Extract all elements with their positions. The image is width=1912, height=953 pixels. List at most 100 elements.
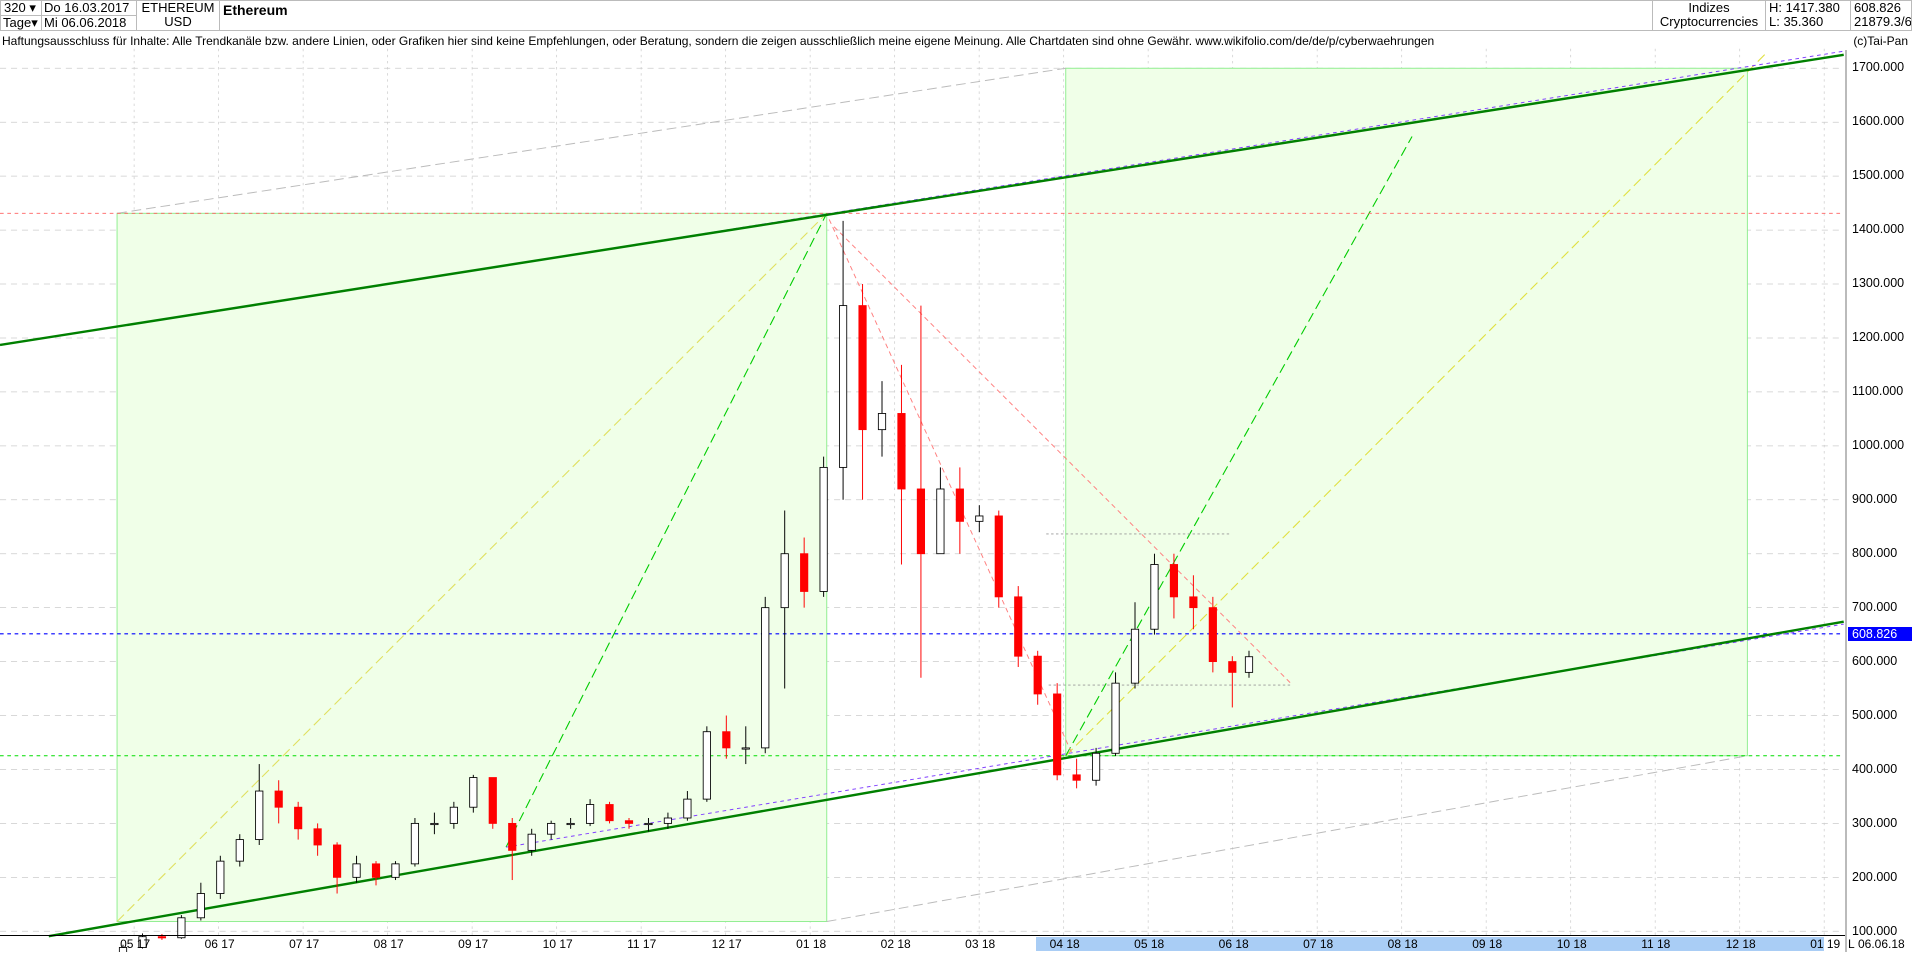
candle (527, 828, 536, 856)
candle-body (1072, 774, 1081, 781)
x-tick-label: 01 19 (1810, 937, 1841, 951)
x-tick-label: 08 18 (1387, 937, 1418, 951)
x-tick-label: 05 17 (120, 937, 151, 951)
x-tick-label: 12 18 (1725, 937, 1756, 951)
candle-body (1228, 661, 1237, 673)
candle-body (722, 731, 731, 749)
candle (1208, 596, 1217, 673)
candle-body (955, 488, 964, 522)
y-tick-label: 1300.000 (1852, 276, 1905, 291)
y-tick-label: 1600.000 (1852, 114, 1905, 129)
yellow-dash-line (116, 212, 828, 922)
candle (430, 812, 439, 835)
box-2 (1065, 67, 1748, 757)
candle-body (488, 777, 497, 824)
x-tick-label: 11 17 (627, 937, 657, 951)
green-dash-line (1065, 136, 1413, 757)
x-tick-label: 02 18 (880, 937, 911, 951)
candle-body (157, 936, 167, 939)
candle-body (1053, 693, 1062, 776)
x-tick-label: 07 17 (289, 937, 320, 951)
lower-channel-line (48, 620, 1844, 938)
candle-body (430, 822, 439, 826)
candle-body (819, 466, 828, 592)
candle (994, 510, 1003, 608)
x-tick-label: 05 18 (1134, 937, 1165, 951)
candle (547, 820, 556, 840)
candle-body (410, 822, 420, 865)
candle (294, 801, 303, 840)
x-tick-label: 09 17 (458, 937, 489, 951)
candle (157, 933, 167, 940)
candle (196, 882, 205, 921)
candle (333, 842, 342, 894)
y-tick-label: 1500.000 (1852, 168, 1905, 183)
y-tick-label: 400.000 (1852, 761, 1898, 776)
candle-body (1130, 628, 1140, 684)
candle-body (274, 790, 283, 808)
x-tick-label: 06 18 (1218, 937, 1249, 951)
y-tick-label: 900.000 (1852, 491, 1898, 506)
candle-body (138, 936, 147, 948)
candle (819, 456, 828, 597)
disclaimer: Haftungsausschluss für Inhalte: Alle Tre… (2, 34, 1435, 48)
candle-body (975, 515, 984, 522)
candle-body (235, 839, 244, 862)
x-tick-label: 09 18 (1472, 937, 1503, 951)
candle (1072, 758, 1081, 789)
candle (469, 774, 478, 813)
x-tick-label: 03 18 (965, 937, 996, 951)
chart-title: Ethereum (223, 2, 288, 18)
candle (391, 861, 400, 881)
last-price-label: 608.826 (1848, 627, 1912, 641)
candle (800, 537, 809, 608)
end-marker: L (1848, 937, 1855, 951)
candle-body (897, 413, 906, 490)
y-tick-label: 1700.000 (1852, 60, 1905, 75)
candle (1169, 553, 1179, 619)
candle-body (1111, 682, 1120, 754)
candle (897, 364, 906, 565)
y-tick-label: 600.000 (1852, 653, 1898, 668)
category-cell: Indizes Cryptocurrencies (1652, 0, 1766, 31)
upper-channel-line (0, 53, 1844, 347)
candle-body (780, 553, 789, 609)
copyright: (c)Tai-Pan (1853, 34, 1908, 48)
candle (683, 791, 692, 821)
chevron-down-icon: ▾ (31, 15, 38, 30)
unit-select[interactable]: Tage▾ (0, 15, 42, 31)
x-tick-label: 11 18 (1641, 937, 1671, 951)
x-tick-label: 06 17 (204, 937, 235, 951)
candle (313, 823, 322, 856)
y-tick-label: 800.000 (1852, 545, 1898, 560)
candle-body (527, 833, 536, 851)
y-tick-label: 500.000 (1852, 707, 1898, 722)
chevron-down-icon: ▾ (29, 0, 36, 15)
y-tick-label: 1400.000 (1852, 222, 1905, 237)
end-date: 06.06.18 (1858, 937, 1905, 951)
candle (216, 855, 225, 899)
gray-dash-line (116, 67, 1066, 214)
candle (975, 505, 984, 533)
candle (936, 467, 945, 555)
candle-body (1244, 656, 1254, 673)
candle (663, 812, 673, 829)
candle (235, 834, 244, 867)
visible-range-bar[interactable] (1036, 937, 1824, 951)
axis-divider (1845, 50, 1847, 952)
candle-body (313, 828, 322, 846)
candle-body (469, 777, 478, 808)
candle (1150, 553, 1159, 635)
candle-body (702, 731, 711, 800)
candle (838, 220, 848, 500)
candle-body (449, 806, 458, 824)
candle (274, 780, 283, 824)
candle (877, 381, 887, 457)
candle-body (858, 305, 867, 431)
candle-body (644, 822, 653, 826)
candle (858, 284, 867, 500)
candle (586, 799, 595, 827)
high-low-cell: H: 1417.380 L: 35.360 (1765, 0, 1851, 31)
candle-body (216, 860, 225, 894)
